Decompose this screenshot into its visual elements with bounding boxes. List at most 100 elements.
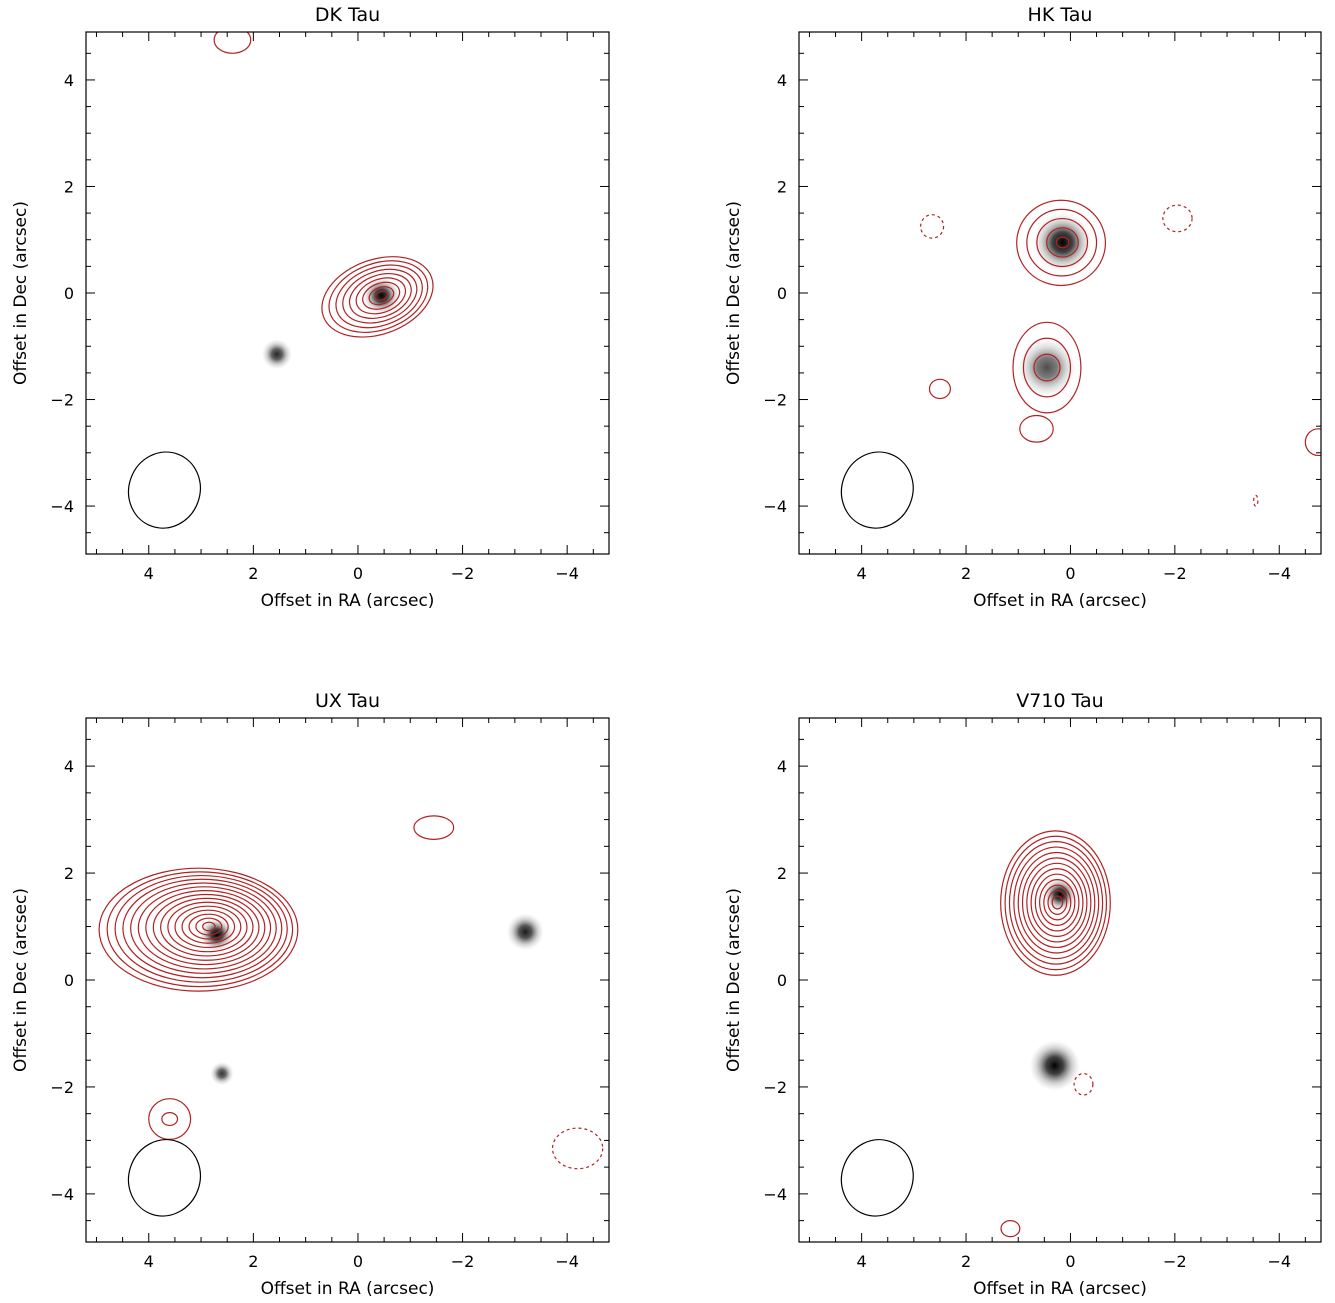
plot-frame-dk-tau — [85, 31, 610, 555]
contour-ux-tau-1-level-2 — [106, 871, 294, 988]
contour-hk-tau-3-level-1 — [1019, 414, 1054, 443]
contour-dk-tau-1-level-4 — [342, 268, 418, 324]
source-ux-tau-2 — [506, 913, 544, 951]
contour-ux-tau-2-level-1 — [413, 815, 455, 840]
x-tick-label-v710-tau: 0 — [1065, 1252, 1075, 1271]
contour-v710-tau-1-level-1 — [1000, 830, 1111, 976]
contour-ux-tau-1-level-6 — [137, 886, 272, 970]
panel-title-ux-tau: UX Tau — [315, 690, 380, 712]
beam-ellipse-hk-tau — [840, 451, 914, 529]
x-tick-label-v710-tau: −4 — [1267, 1252, 1291, 1271]
y-axis-label-dk-tau: Offset in Dec (arcsec) — [11, 201, 31, 385]
y-tick-label-dk-tau: 4 — [64, 71, 74, 90]
plot-frame-hk-tau — [798, 31, 1322, 555]
y-axis-label-ux-tau: Offset in Dec (arcsec) — [11, 888, 31, 1072]
contour-group-ux-tau-4 — [551, 1127, 604, 1170]
beam-ellipse-v710-tau — [840, 1139, 914, 1217]
contour-dk-tau-1-level-1 — [321, 256, 434, 338]
contour-hk-tau-2-level-1 — [1012, 321, 1082, 414]
contour-hk-tau-1-level-3 — [1036, 217, 1089, 268]
contour-group-dk-tau-2 — [213, 32, 252, 54]
y-tick-label-dk-tau: 2 — [64, 177, 74, 196]
x-tick-label-hk-tau: 4 — [857, 564, 867, 583]
contour-v710-tau-1-level-9 — [1034, 873, 1080, 932]
contour-group-ux-tau-3 — [148, 1098, 192, 1140]
x-axis-label-ux-tau: Offset in RA (arcsec) — [261, 1279, 435, 1299]
contour-ux-tau-1-level-4 — [122, 878, 283, 979]
contour-dk-tau-1-level-2 — [328, 260, 429, 333]
x-tick-label-hk-tau: −4 — [1267, 564, 1291, 583]
contour-ux-tau-1-level-14 — [195, 917, 223, 936]
contour-v710-tau-1-level-7 — [1026, 862, 1088, 943]
contour-group-hk-tau-5 — [1304, 428, 1321, 457]
contour-hk-tau-5-level-1 — [1304, 428, 1321, 457]
contour-dk-tau-1-level-8 — [368, 286, 395, 306]
ticks-v710-tau — [799, 718, 1321, 1242]
contour-dk-tau-2-level-1 — [213, 32, 252, 54]
contour-group-ux-tau-2 — [413, 815, 455, 840]
contour-hk-tau-2-level-3 — [1033, 353, 1061, 382]
y-tick-label-v710-tau: 2 — [777, 864, 787, 883]
y-tick-label-dk-tau: 0 — [64, 284, 74, 303]
y-tick-label-hk-tau: 2 — [777, 177, 787, 196]
contour-group-v710-tau-3 — [1073, 1072, 1094, 1096]
contour-hk-tau-8-level-1 — [1253, 494, 1259, 507]
contour-v710-tau-1-level-5 — [1017, 851, 1096, 954]
contour-ux-tau-1-level-5 — [130, 882, 277, 974]
ticks-ux-tau — [86, 718, 609, 1242]
contour-ux-tau-4-level-1 — [551, 1127, 604, 1170]
x-tick-label-dk-tau: −4 — [555, 564, 579, 583]
contour-ux-tau-1-level-13 — [188, 913, 229, 940]
y-tick-label-ux-tau: −2 — [50, 1078, 74, 1097]
y-tick-label-dk-tau: −2 — [50, 391, 74, 410]
contour-dk-tau-1-level-3 — [335, 264, 423, 329]
x-tick-label-v710-tau: −2 — [1163, 1252, 1187, 1271]
panel-title-dk-tau: DK Tau — [315, 4, 380, 26]
beam-ellipse-ux-tau — [127, 1139, 201, 1217]
contour-v710-tau-1-level-2 — [1004, 835, 1108, 971]
contour-v710-tau-2-level-1 — [1000, 1220, 1021, 1238]
contour-v710-tau-1-level-4 — [1013, 846, 1100, 960]
y-tick-label-v710-tau: −4 — [763, 1185, 787, 1204]
plot-area-hk-tau — [840, 199, 1321, 529]
contour-v710-tau-1-level-6 — [1021, 857, 1092, 949]
x-tick-label-ux-tau: −4 — [555, 1252, 579, 1271]
contour-ux-tau-1-level-9 — [160, 897, 254, 957]
contour-group-hk-tau-3 — [1019, 414, 1054, 443]
x-tick-label-hk-tau: 0 — [1065, 564, 1075, 583]
y-tick-label-v710-tau: 0 — [777, 971, 787, 990]
contour-v710-tau-1-level-11 — [1043, 884, 1072, 921]
x-tick-label-ux-tau: −2 — [451, 1252, 475, 1271]
contour-hk-tau-7-level-1 — [1162, 204, 1193, 233]
plot-frame-v710-tau — [798, 717, 1322, 1243]
panel-v710-tau: 4 2 0 −2 −4 −4 −2 0 2 4 V710 Tau Offset in RA (arcs… — [724, 690, 1322, 1299]
plot-frame-ux-tau — [85, 717, 610, 1243]
x-tick-label-hk-tau: 2 — [961, 564, 971, 583]
y-tick-label-ux-tau: −4 — [50, 1185, 74, 1204]
source-hk-tau-2 — [1017, 338, 1077, 397]
contour-v710-tau-1-level-3 — [1008, 841, 1104, 965]
contour-v710-tau-3-level-1 — [1073, 1072, 1094, 1096]
contour-group-hk-tau-1 — [1016, 199, 1107, 287]
x-tick-label-dk-tau: 2 — [248, 564, 258, 583]
contour-group-v710-tau-2 — [1000, 1220, 1021, 1238]
y-axis-label-hk-tau: Offset in Dec (arcsec) — [724, 201, 744, 385]
beam-ellipse-dk-tau — [127, 451, 201, 529]
contour-group-hk-tau-2 — [1012, 321, 1082, 414]
contour-group-hk-tau-4 — [928, 378, 951, 400]
contour-hk-tau-1-level-4 — [1046, 227, 1079, 258]
source-hk-tau-1 — [1033, 213, 1092, 272]
contour-ux-tau-3-level-2 — [161, 1112, 179, 1127]
x-axis-label-dk-tau: Offset in RA (arcsec) — [261, 591, 435, 611]
contour-hk-tau-4-level-1 — [928, 378, 951, 400]
panel-title-hk-tau: HK Tau — [1028, 4, 1093, 26]
x-tick-label-ux-tau: 2 — [248, 1252, 258, 1271]
contour-v710-tau-1-level-8 — [1030, 868, 1084, 938]
panel-hk-tau: 4 2 0 −2 −4 −4 −2 0 2 4 HK Tau Offset in RA (arcsec… — [724, 4, 1322, 611]
plot-area-dk-tau — [127, 32, 434, 529]
contour-ux-tau-1-level-11 — [174, 905, 242, 949]
y-tick-label-ux-tau: 0 — [64, 971, 74, 990]
y-tick-label-dk-tau: −4 — [50, 497, 74, 516]
y-tick-label-v710-tau: 4 — [777, 757, 787, 776]
